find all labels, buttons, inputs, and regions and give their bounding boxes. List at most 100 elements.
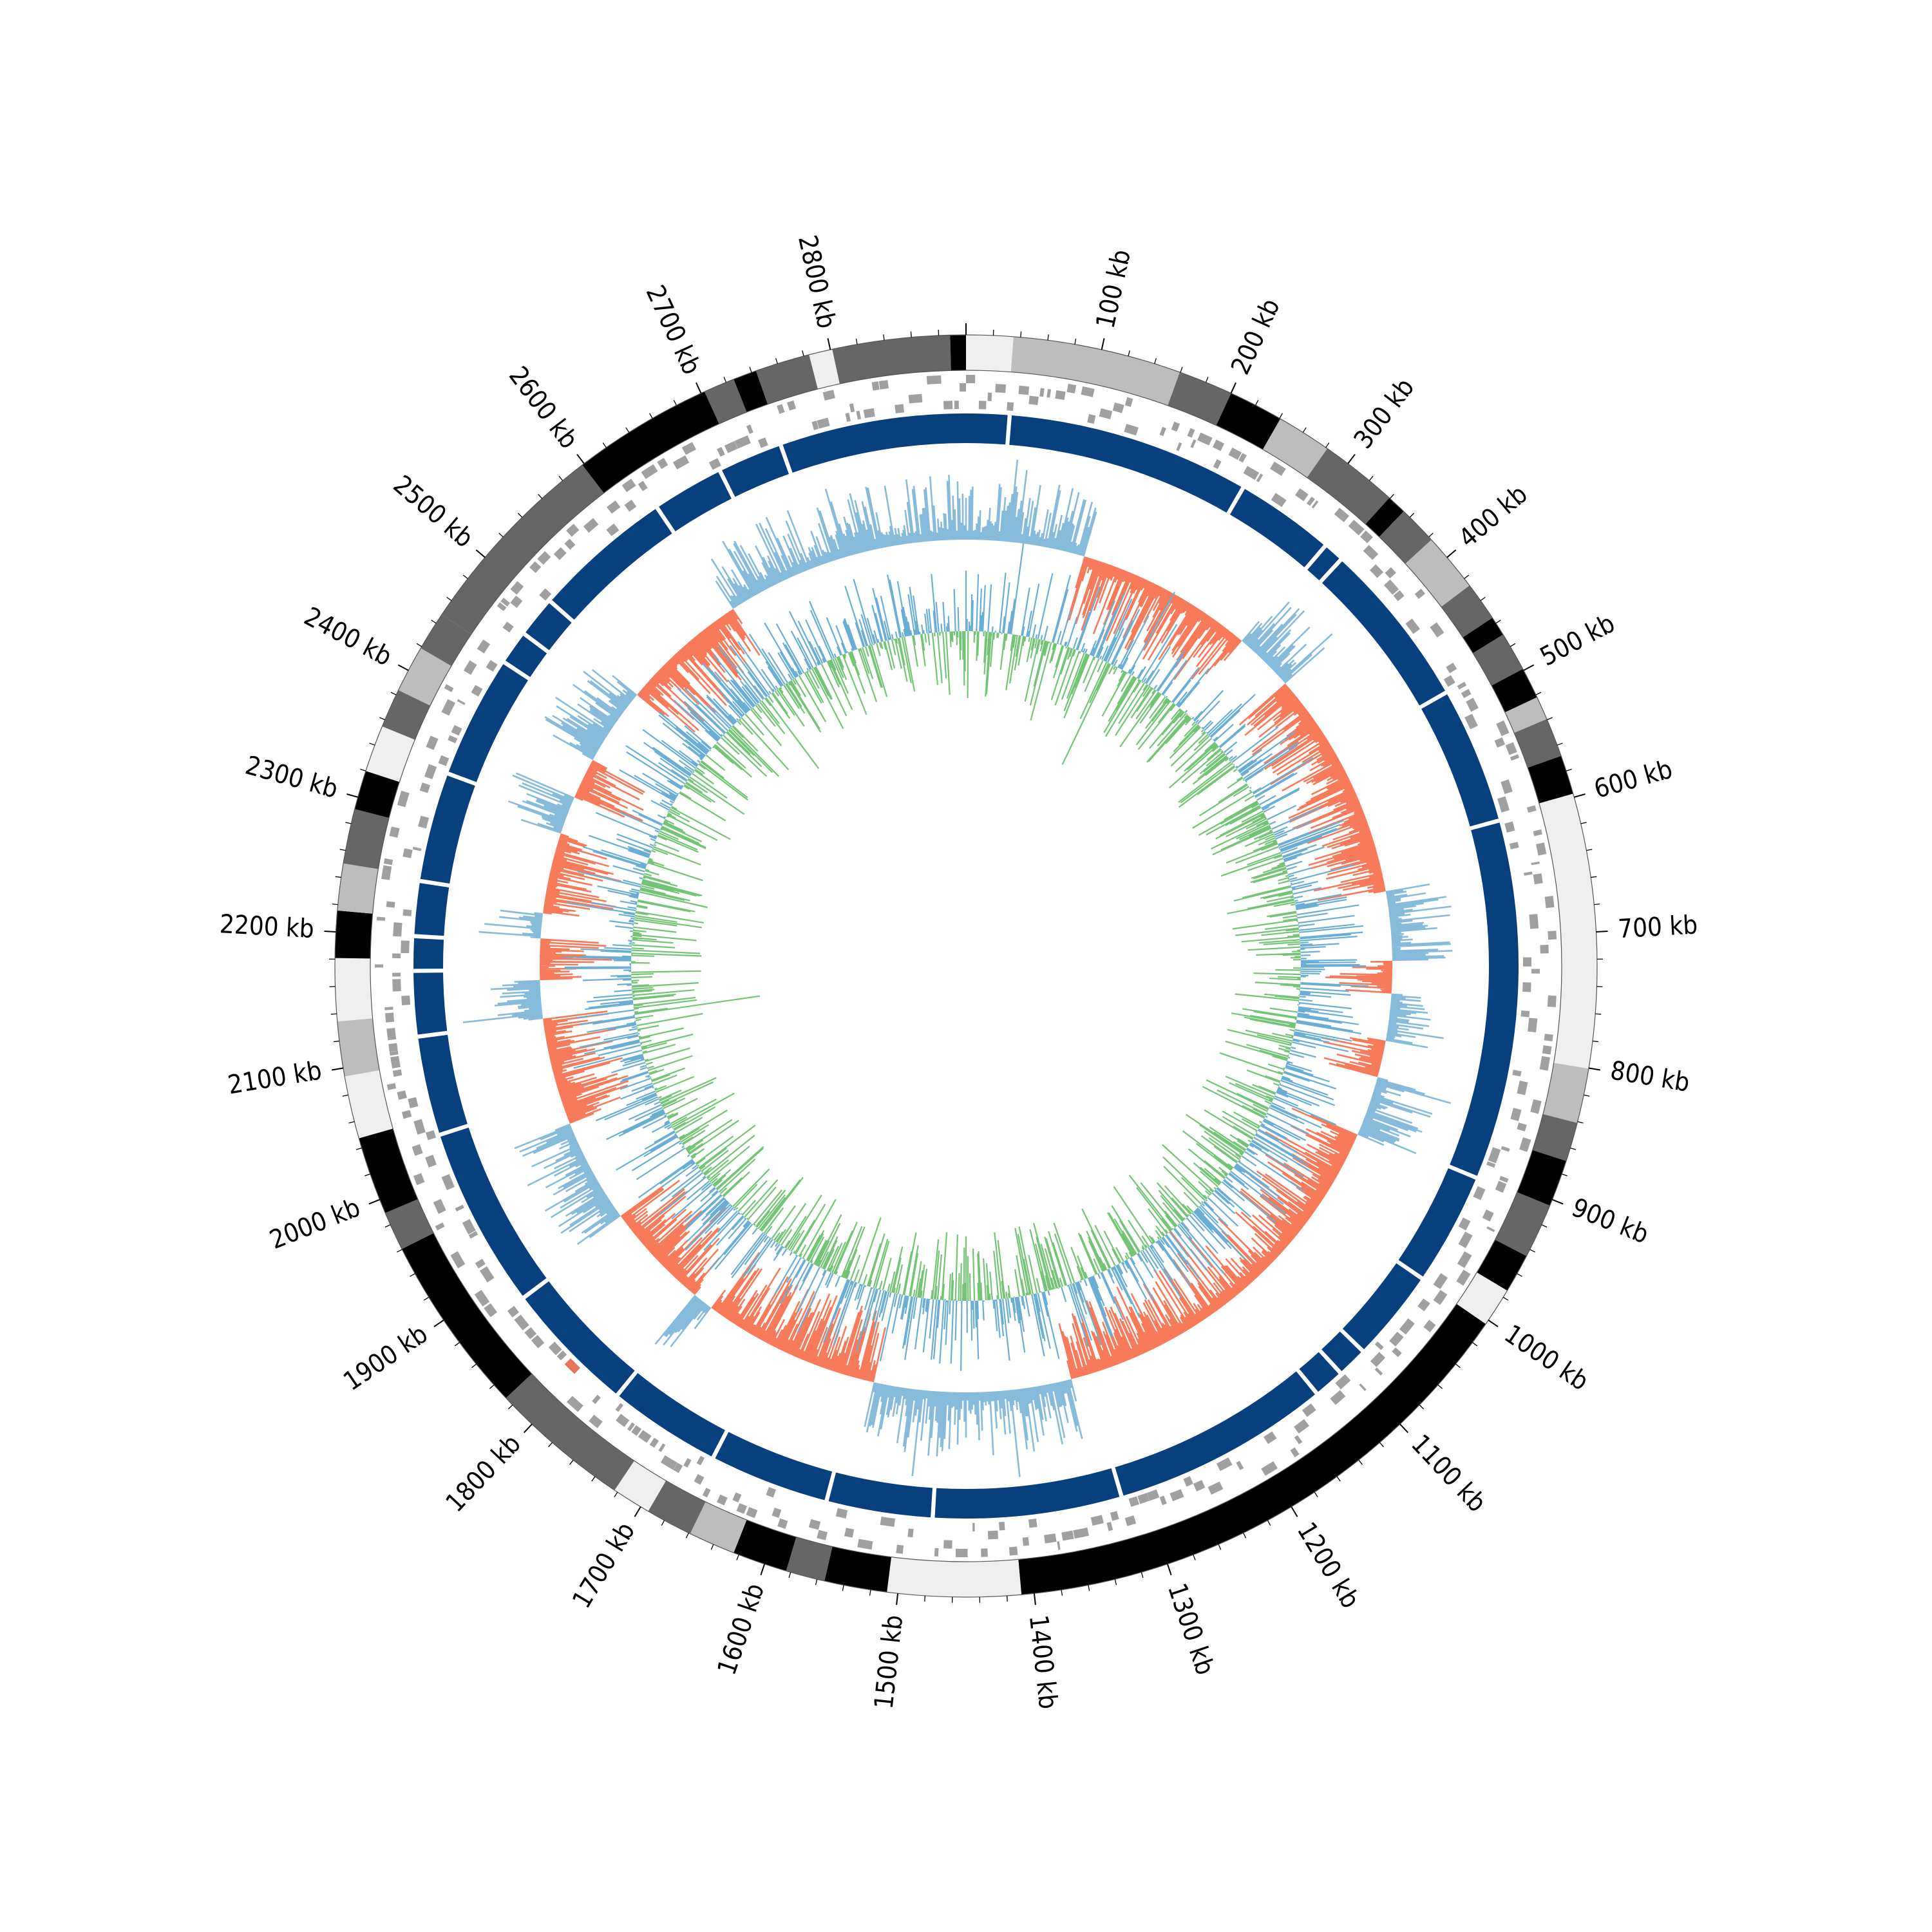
gene-feature-139 [972,1522,975,1531]
gene-feature-62 [1531,861,1540,866]
gene-feature-8 [1046,388,1052,398]
contig-25 [526,603,572,650]
gene-feature-138 [981,1548,988,1557]
gene-feature-15 [1124,397,1133,407]
genome-band-12 [1492,668,1537,713]
gene-feature-151 [777,1518,788,1530]
gene-feature-223 [418,815,430,829]
gene-feature-169 [616,1414,630,1427]
genome-band-42 [365,726,415,782]
gene-feature-10 [1066,383,1077,393]
tick-label-2400: 2400 kb [299,601,397,672]
gene-feature-61 [1536,842,1547,856]
gene-feature-128 [1090,1515,1104,1526]
gene-feature-116 [1216,1457,1233,1472]
gene-feature-206 [384,1012,395,1023]
gene-feature-3 [995,384,1007,393]
gene-feature-234 [471,685,483,697]
gene-feature-30 [1271,493,1287,507]
genome-band-33 [385,1199,434,1249]
gene-feature-216 [402,909,412,916]
gene-feature-131 [1057,1541,1061,1550]
gene-feature-9 [1055,390,1066,401]
gene-feature-1 [978,401,987,410]
gene-feature-230 [451,724,462,736]
gene-feature-92 [1458,1217,1471,1231]
gene-feature-249 [583,518,599,533]
tick-label-1700: 1700 kb [567,1517,641,1613]
gene-feature-43 [1405,618,1420,634]
contig-22 [420,775,475,884]
contig-5 [1421,694,1499,827]
gene-feature-186 [468,1231,478,1239]
gene-feature-41 [1393,590,1405,601]
genome-band-6 [1365,498,1404,537]
genome-band-38 [335,910,373,959]
genome-band-47 [582,392,719,493]
gene-feature-80 [1530,1099,1542,1114]
gene-feature-32 [1306,497,1315,506]
gene-feature-266 [787,400,797,411]
genome-band-25 [824,1546,892,1593]
contig-12 [934,1468,1120,1519]
gene-feature-17 [1159,426,1166,437]
gene-feature-0 [966,375,976,384]
gene-feature-29 [1269,461,1286,476]
gene-feature-42 [1414,589,1425,599]
gene-feature-140 [955,1548,968,1557]
gene-feature-277 [908,393,923,404]
gene-feature-144 [896,1544,904,1554]
gene-feature-258 [681,442,696,455]
gene-feature-207 [384,1007,393,1010]
gene-feature-175 [556,1350,567,1361]
gene-feature-112 [1290,1447,1300,1457]
gene-feature-152 [772,1508,782,1518]
gene-feature-72 [1547,995,1557,1007]
gene-feature-150 [808,1519,821,1530]
gene-feature-84 [1501,1146,1510,1152]
gene-feature-31 [1294,488,1309,502]
contig-24 [505,635,547,677]
gene-feature-269 [822,390,835,401]
tick-label-2700: 2700 kb [640,281,706,379]
gene-feature-199 [397,1090,407,1100]
gene-feature-70 [1531,969,1540,974]
gene-feature-16 [1124,424,1139,436]
gene-feature-57 [1526,805,1537,813]
gene-feature-86 [1486,1161,1496,1168]
gene-feature-14 [1112,402,1124,413]
gene-feature-134 [1022,1537,1030,1546]
gene-feature-172 [592,1394,601,1405]
gene-feature-248 [566,524,580,537]
gene-feature-251 [607,500,621,514]
gene-feature-56 [1497,796,1510,813]
genome-band-7 [1379,511,1432,564]
gene-feature-181 [484,1303,498,1318]
contig-8 [1342,1263,1421,1350]
gene-feature-239 [497,602,507,611]
gene-feature-148 [835,1508,848,1519]
gene-feature-104 [1370,1352,1386,1367]
gene-feature-143 [907,1528,914,1538]
gene-feature-227 [438,755,450,766]
gene-feature-27 [1243,466,1260,480]
gene-feature-33 [1311,500,1319,509]
genome-band-45 [421,614,471,667]
contig-15 [619,1373,725,1457]
gene-feature-267 [811,421,819,430]
gene-feature-58 [1504,821,1515,833]
gene-feature-120 [1170,1489,1184,1502]
gene-feature-167 [631,1425,642,1436]
genome-band-21 [1477,1240,1527,1291]
gene-feature-141 [943,1540,952,1549]
gene-feature-184 [475,1258,486,1269]
gene-feature-279 [943,401,953,410]
gene-feature-174 [564,1358,580,1374]
gene-feature-242 [510,581,524,595]
tick-label-600: 600 kb [1591,755,1676,804]
tick-label-900: 900 kb [1567,1193,1653,1250]
gene-feature-107 [1335,1374,1351,1390]
gene-feature-259 [708,458,721,470]
contig-29 [782,413,966,473]
gene-feature-60 [1509,842,1519,849]
